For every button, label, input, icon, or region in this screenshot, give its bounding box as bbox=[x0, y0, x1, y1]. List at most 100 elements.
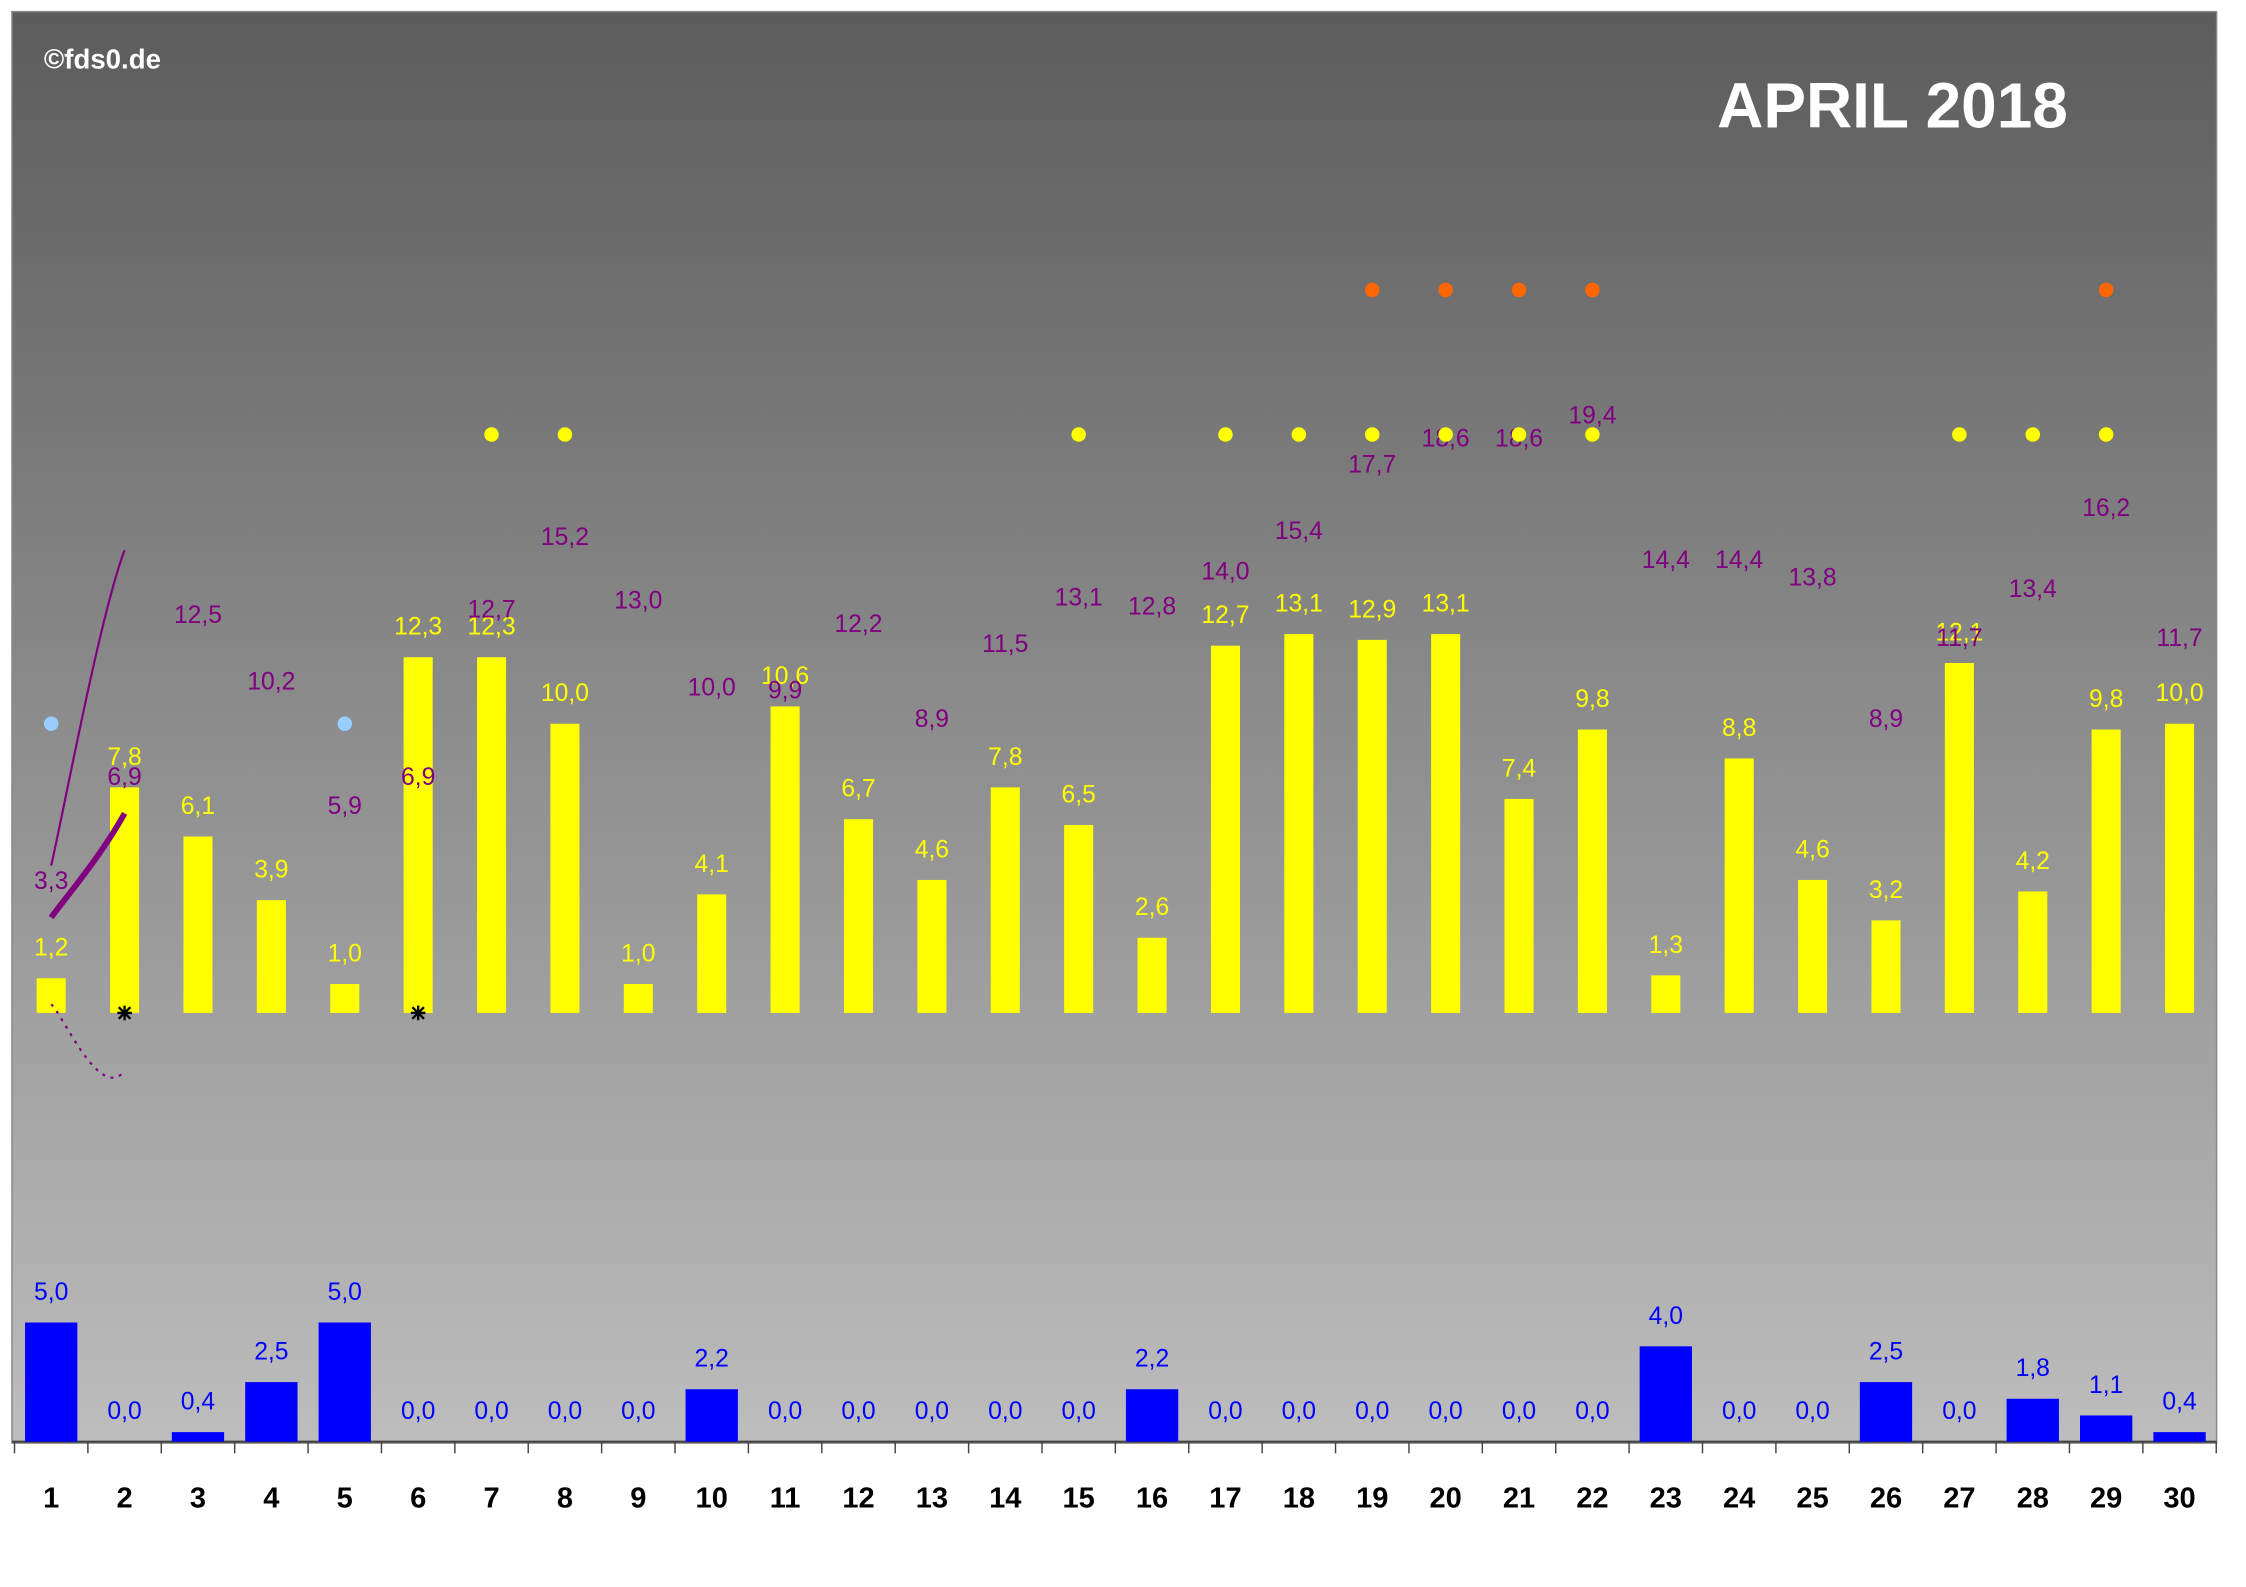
value-label: 10,6 bbox=[761, 663, 809, 690]
sun-bar bbox=[843, 819, 874, 1013]
x-tick-label: 4 bbox=[263, 1482, 279, 1514]
value-label: 0,0 bbox=[401, 1398, 435, 1425]
value-label: 1,1 bbox=[2089, 1372, 2123, 1399]
value-label: 6,9 bbox=[401, 764, 435, 791]
value-label: 2,2 bbox=[1135, 1346, 1169, 1373]
value-label: 6,7 bbox=[841, 776, 875, 803]
value-label: 0,0 bbox=[474, 1398, 508, 1425]
marker-dot bbox=[1071, 427, 1086, 442]
sun-bar bbox=[1357, 639, 1387, 1013]
sun-bar bbox=[256, 900, 286, 1013]
value-label: 15,4 bbox=[1275, 518, 1323, 545]
marker-dot bbox=[337, 716, 353, 732]
precip-bar bbox=[1639, 1346, 1692, 1442]
value-label: 15,2 bbox=[541, 524, 589, 551]
x-tick-label: 22 bbox=[1576, 1482, 1608, 1514]
value-label: 12,9 bbox=[1348, 596, 1396, 623]
value-label: 13,1 bbox=[1055, 585, 1103, 612]
x-tick-label: 28 bbox=[2017, 1482, 2049, 1514]
value-label: 14,0 bbox=[1201, 559, 1249, 586]
x-tick-label: 16 bbox=[1136, 1482, 1168, 1514]
plot-area bbox=[11, 10, 2218, 1444]
precip-bar bbox=[25, 1322, 78, 1442]
value-label: 17,7 bbox=[1348, 452, 1396, 479]
sun-bar bbox=[1651, 975, 1681, 1013]
sun-bar bbox=[1798, 879, 1828, 1013]
x-tick-label: 18 bbox=[1283, 1482, 1315, 1514]
value-label: 13,4 bbox=[2009, 576, 2057, 603]
value-label: 11,7 bbox=[2156, 625, 2202, 652]
marker-dot bbox=[1511, 427, 1527, 442]
precip-bar bbox=[685, 1389, 738, 1442]
marker-dot bbox=[1364, 427, 1380, 442]
marker-star bbox=[410, 1005, 426, 1021]
sun-bar bbox=[110, 787, 140, 1013]
sun-bar bbox=[1944, 663, 1974, 1013]
precip-bar bbox=[171, 1432, 225, 1442]
marker-dot bbox=[43, 716, 59, 732]
value-label: 16,2 bbox=[2082, 495, 2130, 522]
sun-bar bbox=[183, 836, 213, 1013]
precip-bar bbox=[1859, 1382, 1913, 1442]
x-tick-label: 7 bbox=[483, 1482, 499, 1514]
value-label: 1,0 bbox=[328, 940, 362, 967]
value-label: 1,8 bbox=[2016, 1355, 2050, 1382]
x-tick-label: 27 bbox=[1943, 1482, 1975, 1514]
value-label: 0,0 bbox=[1062, 1398, 1096, 1425]
value-label: 9,8 bbox=[2089, 686, 2123, 713]
sun-bar bbox=[1577, 729, 1607, 1013]
value-label: 6,9 bbox=[107, 764, 141, 791]
value-label: 0,0 bbox=[988, 1398, 1022, 1425]
sun-bar bbox=[477, 657, 507, 1013]
x-tick-label: 21 bbox=[1503, 1482, 1535, 1514]
value-label: 12,7 bbox=[1201, 602, 1249, 629]
sun-bar bbox=[403, 657, 433, 1013]
value-label: 10,0 bbox=[2156, 680, 2204, 707]
value-label: 12,1 bbox=[1935, 619, 1983, 646]
x-tick-label: 15 bbox=[1063, 1482, 1095, 1514]
value-label: 0,0 bbox=[1575, 1398, 1609, 1425]
marker-dot bbox=[1364, 282, 1380, 298]
value-label: 11,5 bbox=[982, 631, 1028, 658]
sun-bar bbox=[990, 787, 1020, 1013]
marker-dot bbox=[1291, 427, 1307, 442]
sun-bar bbox=[770, 706, 800, 1013]
value-label: 0,0 bbox=[1208, 1398, 1242, 1425]
sun-bar bbox=[2165, 723, 2195, 1013]
x-tick-label: 23 bbox=[1650, 1482, 1682, 1514]
marker-dot bbox=[557, 427, 573, 442]
value-label: 2,5 bbox=[1869, 1339, 1903, 1366]
value-label: 19,4 bbox=[1568, 403, 1616, 430]
chart-title: APRIL 2018 bbox=[1717, 69, 2068, 141]
value-label: 0,0 bbox=[915, 1398, 949, 1425]
x-tick-label: 19 bbox=[1356, 1482, 1388, 1514]
value-label: 14,4 bbox=[1715, 547, 1763, 574]
marker-star bbox=[117, 1005, 132, 1021]
x-tick-label: 12 bbox=[842, 1482, 874, 1514]
x-tick-label: 14 bbox=[989, 1482, 1021, 1514]
temperature-line bbox=[48, 811, 128, 920]
value-label: 8,9 bbox=[1869, 706, 1903, 733]
sun-bar bbox=[330, 984, 360, 1013]
credit: ©fds0.de bbox=[44, 43, 161, 74]
value-label: 0,0 bbox=[621, 1398, 655, 1425]
value-label: 12,7 bbox=[468, 596, 516, 623]
value-label: 13,0 bbox=[614, 588, 662, 615]
value-label: 4,1 bbox=[695, 851, 729, 878]
marker-dot bbox=[2025, 427, 2041, 442]
marker-dot bbox=[1585, 282, 1600, 298]
marker-dot bbox=[2098, 282, 2114, 298]
sun-bar bbox=[550, 723, 580, 1013]
x-tick-label: 29 bbox=[2090, 1482, 2122, 1514]
sun-bar bbox=[1724, 758, 1754, 1013]
value-label: 10,2 bbox=[247, 669, 295, 696]
marker-dot bbox=[484, 427, 499, 442]
value-label: 3,2 bbox=[1869, 877, 1903, 904]
value-label: 8,9 bbox=[915, 706, 949, 733]
x-tick-label: 2 bbox=[117, 1482, 133, 1514]
value-label: 12,8 bbox=[1128, 593, 1176, 620]
value-label: 4,2 bbox=[2016, 848, 2050, 875]
value-label: 2,6 bbox=[1135, 894, 1169, 921]
x-tick-label: 26 bbox=[1870, 1482, 1902, 1514]
